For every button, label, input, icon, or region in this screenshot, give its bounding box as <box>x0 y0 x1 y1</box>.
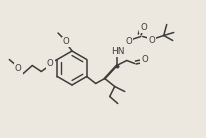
Text: O: O <box>63 38 69 47</box>
Text: HN: HN <box>111 47 124 56</box>
Text: O: O <box>47 59 54 68</box>
Text: O: O <box>125 37 132 46</box>
Text: O: O <box>141 55 148 64</box>
Text: O: O <box>140 23 147 32</box>
Text: O: O <box>15 64 22 73</box>
Text: O: O <box>148 36 155 45</box>
